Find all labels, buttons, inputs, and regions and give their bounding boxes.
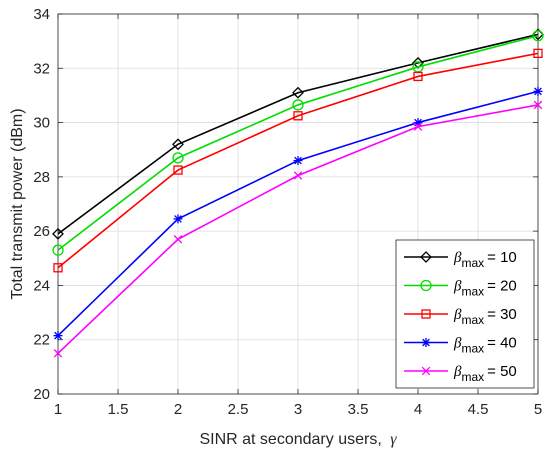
series-2: [52, 30, 544, 256]
y-tick-label: 30: [33, 115, 50, 132]
x-tick-label: 4.5: [468, 401, 489, 418]
legend-label: βmax = 50: [453, 363, 517, 384]
marker-diamond: [52, 227, 64, 240]
x-tick-label: 4: [414, 401, 422, 418]
legend-symbol: β: [453, 279, 462, 295]
legend-subscript: max: [461, 313, 484, 327]
legend-entry: βmax = 40: [404, 335, 517, 356]
series-line: [57, 34, 539, 251]
marker-x: [533, 100, 543, 110]
legend-value: = 20: [487, 278, 517, 295]
marker-stroke: [421, 366, 431, 376]
marker-circle: [532, 30, 544, 42]
legend-symbol: β: [453, 336, 462, 352]
marker-circle: [52, 244, 64, 256]
marker-stroke: [294, 156, 302, 165]
y-tick-label: 22: [33, 332, 50, 349]
legend-entry: βmax = 20: [404, 278, 517, 299]
x-tick-label: 2.5: [228, 401, 249, 418]
marker-stroke: [413, 122, 423, 131]
marker-x: [421, 366, 431, 376]
legend-subscript: max: [461, 285, 484, 299]
legend-label: βmax = 40: [453, 335, 517, 356]
y-tick-label: 20: [33, 386, 50, 403]
marker-square: [421, 309, 431, 319]
marker-stroke: [53, 349, 63, 358]
y-tick-label: 26: [33, 223, 50, 240]
y-tick-label: 28: [33, 169, 50, 186]
legend-entry: βmax = 30: [404, 306, 517, 327]
series-4: [53, 86, 543, 341]
legend-symbol: β: [453, 250, 462, 266]
legend-label: βmax = 20: [453, 278, 517, 299]
marker-square: [173, 165, 183, 175]
x-axis-label: SINR at secondary users, γ: [199, 431, 397, 448]
marker-x: [413, 122, 423, 131]
legend-subscript: max: [461, 342, 484, 356]
series-3: [53, 48, 543, 273]
marker-circle: [420, 279, 432, 292]
x-tick-label: 2: [174, 401, 182, 418]
legend-value: = 40: [487, 335, 517, 352]
y-tick-label: 24: [33, 277, 50, 294]
x-tick-label: 5: [534, 401, 542, 418]
marker-x: [173, 235, 183, 244]
legend-label: βmax = 10: [453, 249, 517, 270]
marker-stroke: [534, 87, 542, 96]
marker-asterisk: [533, 86, 543, 96]
marker-circle: [292, 99, 304, 111]
marker-diamond: [292, 86, 304, 99]
marker-stroke: [54, 331, 62, 340]
x-tick-label: 1.5: [108, 401, 129, 418]
marker-x: [53, 349, 63, 358]
x-axis-label-symbol: γ: [390, 431, 397, 448]
axes: 1 1.5 2 2.5 3 3.5 4 4.5 5 20 22 24 26 28 30 32 34: [33, 6, 542, 418]
marker-stroke: [174, 215, 182, 223]
marker-square: [413, 71, 423, 82]
x-axis-label-text: SINR at secondary users,: [199, 431, 381, 448]
marker-diamond: [412, 56, 424, 69]
marker-asterisk: [173, 214, 183, 224]
marker-asterisk: [293, 156, 303, 166]
marker-asterisk: [53, 331, 63, 341]
x-tick-label: 3.5: [348, 401, 369, 418]
marker-stroke: [422, 338, 430, 347]
legend-subscript: max: [461, 256, 484, 270]
marker-square: [53, 263, 63, 273]
y-tick-label: 34: [33, 6, 50, 23]
legend-entry: βmax = 50: [404, 363, 517, 384]
legend-symbol: β: [453, 307, 462, 323]
marker-diamond: [420, 251, 432, 263]
series-line: [57, 52, 539, 269]
marker-stroke: [293, 171, 303, 180]
legend-symbol: β: [453, 364, 462, 380]
marker-stroke: [173, 235, 183, 244]
legend-entry: βmax = 10: [404, 249, 517, 270]
series-layer: [52, 28, 544, 358]
legend-value: = 10: [487, 249, 517, 266]
marker-square: [533, 48, 543, 59]
series-line: [57, 33, 539, 235]
legend-value: = 30: [487, 306, 517, 323]
legend-value: = 50: [487, 363, 517, 380]
legend-subscript: max: [461, 370, 484, 384]
x-tick-label: 3: [294, 401, 302, 418]
y-tick-label: 32: [33, 60, 50, 77]
marker-asterisk: [421, 338, 431, 347]
y-axis-label: Total transmit power (dBm): [9, 108, 26, 299]
x-tick-label: 1: [54, 401, 62, 418]
marker-circle: [172, 152, 184, 164]
legend-label: βmax = 30: [453, 306, 517, 327]
series-5: [53, 100, 543, 358]
marker-stroke: [533, 100, 543, 110]
marker-diamond: [172, 138, 184, 151]
marker-square: [293, 111, 303, 121]
marker-x: [293, 171, 303, 180]
